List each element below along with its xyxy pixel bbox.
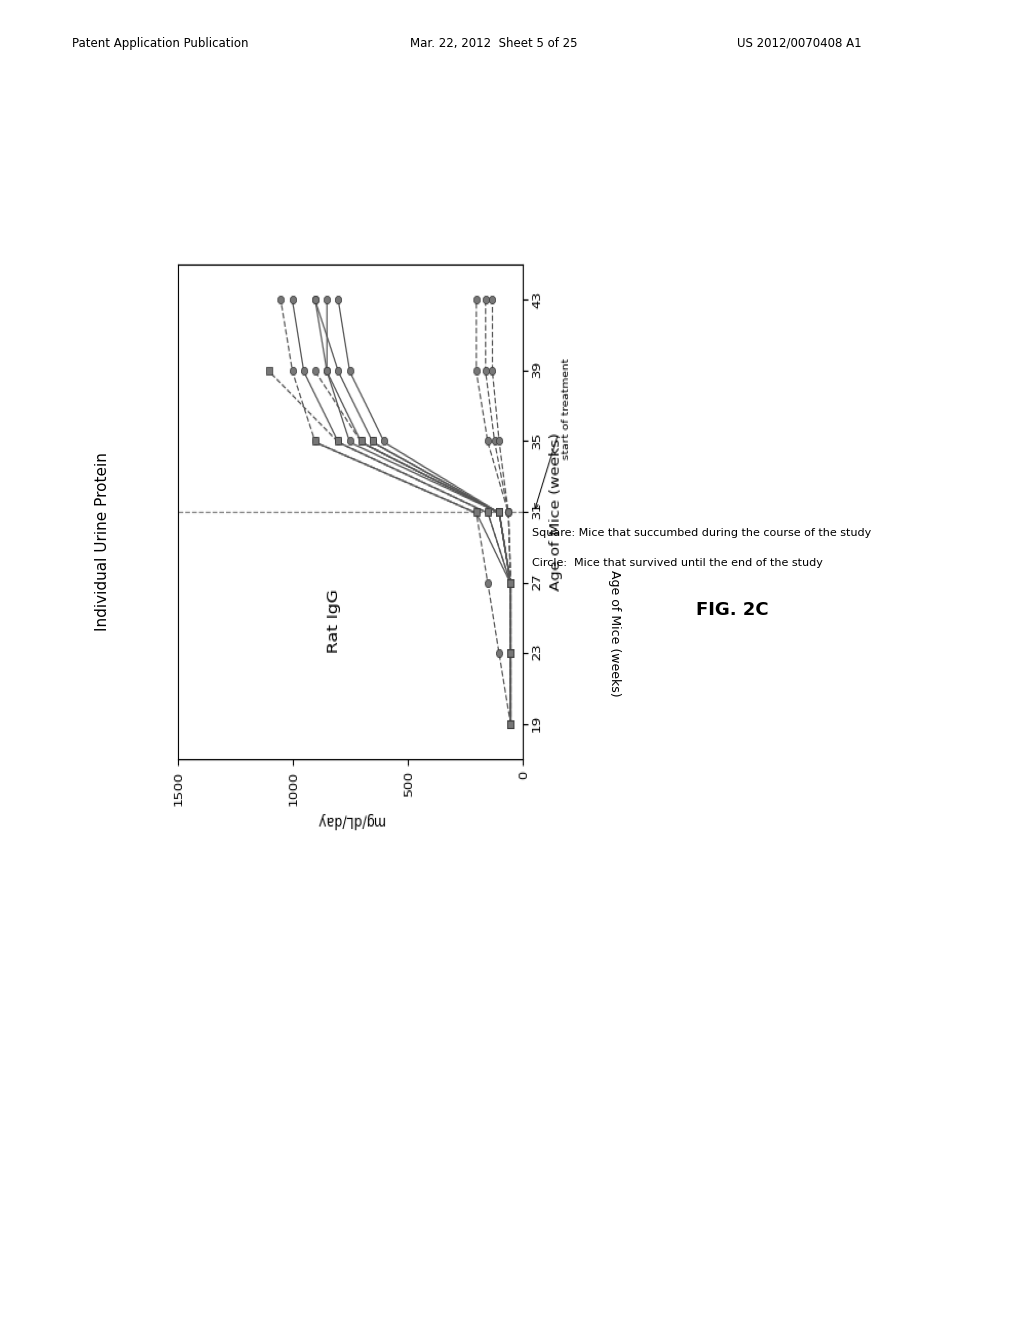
Text: FIG. 2C: FIG. 2C [696,601,769,619]
Text: Mar. 22, 2012  Sheet 5 of 25: Mar. 22, 2012 Sheet 5 of 25 [410,37,578,50]
Text: Patent Application Publication: Patent Application Publication [72,37,248,50]
Text: Square: Mice that succumbed during the course of the study: Square: Mice that succumbed during the c… [532,528,871,539]
Text: Circle:  Mice that survived until the end of the study: Circle: Mice that survived until the end… [532,558,823,569]
Text: Age of Mice (weeks): Age of Mice (weeks) [608,570,621,697]
Text: US 2012/0070408 A1: US 2012/0070408 A1 [737,37,862,50]
Text: Individual Urine Protein: Individual Urine Protein [95,451,110,631]
